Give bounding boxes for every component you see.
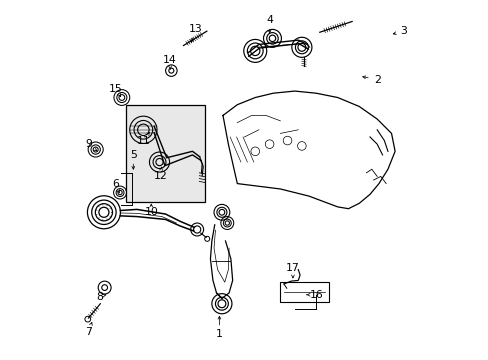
Text: 5: 5 (130, 150, 137, 160)
Text: 9: 9 (85, 139, 92, 149)
Text: 6: 6 (112, 179, 119, 189)
Text: 1: 1 (216, 329, 223, 339)
Text: 11: 11 (137, 136, 151, 145)
Bar (126, 105, 204, 202)
Text: 7: 7 (85, 327, 92, 337)
Text: 4: 4 (265, 15, 272, 26)
Bar (280, 282, 328, 302)
Text: 10: 10 (144, 207, 158, 217)
Text: 16: 16 (309, 290, 323, 300)
Text: 8: 8 (96, 292, 102, 302)
Text: 12: 12 (153, 171, 167, 181)
Text: 2: 2 (373, 75, 380, 85)
Text: 17: 17 (285, 263, 299, 273)
Text: 14: 14 (162, 55, 176, 65)
Text: 15: 15 (108, 84, 122, 94)
Text: 3: 3 (400, 26, 407, 36)
Text: 13: 13 (189, 24, 203, 35)
